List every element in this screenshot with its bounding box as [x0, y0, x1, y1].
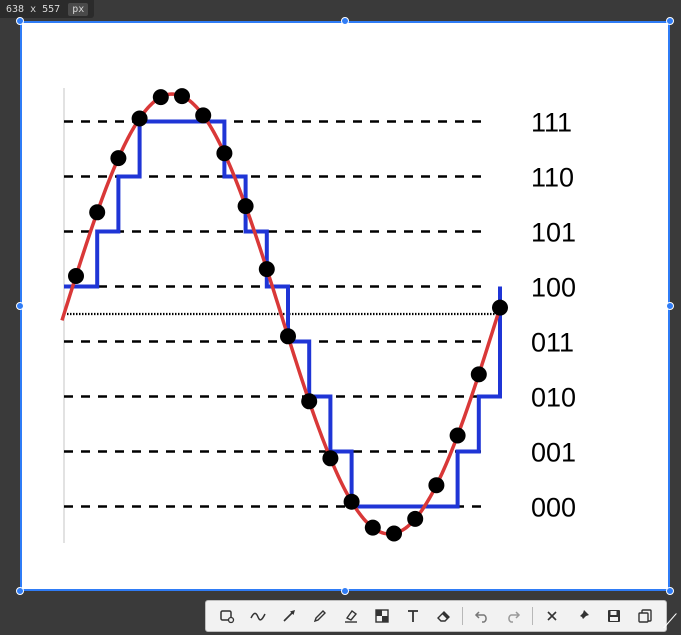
- copy-icon: [637, 609, 652, 623]
- close-icon: [547, 611, 557, 621]
- text-tool-button[interactable]: [401, 604, 425, 628]
- sample-point: [174, 88, 190, 105]
- save-button[interactable]: [602, 604, 626, 628]
- sample-point: [407, 510, 424, 527]
- capture-dimensions: 638 x 557: [6, 3, 61, 15]
- sample-point: [110, 150, 127, 167]
- handle-top-left[interactable]: [16, 17, 24, 25]
- sample-point: [237, 198, 254, 215]
- level-label-100: 100: [531, 273, 576, 303]
- quantized-signal-line: [64, 119, 502, 509]
- capture-size-badge: 638 x 557 px: [0, 0, 95, 18]
- undo-icon: [475, 611, 488, 623]
- sample-point: [364, 519, 381, 536]
- sample-point: [131, 110, 148, 127]
- handle-top-right[interactable]: [666, 17, 674, 25]
- level-label-000: 000: [531, 493, 576, 523]
- mosaic-tool-icon: [375, 609, 389, 623]
- sample-point: [195, 107, 212, 124]
- level-label-011: 011: [531, 328, 574, 358]
- handle-bottom-middle[interactable]: [341, 587, 349, 595]
- handle-middle-right[interactable]: [666, 302, 674, 310]
- toolbar-separator: [532, 607, 534, 625]
- marker-tool-icon: [344, 610, 357, 623]
- save-icon: [607, 610, 620, 622]
- close-button[interactable]: [540, 604, 564, 628]
- sample-point: [280, 328, 296, 345]
- rectangle-tool-icon: [220, 610, 235, 624]
- handle-bottom-left[interactable]: [16, 587, 24, 595]
- sample-point: [492, 299, 508, 316]
- toolbar-separator: [462, 607, 464, 625]
- sample-point: [428, 477, 445, 494]
- redo-button[interactable]: [501, 604, 525, 628]
- capture-selection[interactable]: 111 110 101 100 011 010 001 000: [20, 21, 670, 591]
- pin-button[interactable]: [571, 604, 595, 628]
- level-label-010: 010: [531, 383, 576, 413]
- sample-point: [258, 261, 275, 278]
- eraser-tool-button[interactable]: [432, 604, 456, 628]
- copy-button[interactable]: [633, 604, 657, 628]
- sample-point: [449, 427, 466, 444]
- cursor-icon: ⟋: [663, 609, 677, 633]
- handle-top-middle[interactable]: [341, 17, 349, 25]
- text-tool-icon: [407, 610, 418, 622]
- annotation-toolbar: [205, 600, 667, 632]
- sample-point: [322, 450, 339, 467]
- mosaic-tool-button[interactable]: [370, 604, 394, 628]
- quantization-chart: 111 110 101 100 011 010 001 000: [60, 88, 576, 543]
- capture-unit: px: [68, 2, 89, 16]
- marker-tool-button[interactable]: [339, 604, 363, 628]
- arrow-tool-icon: [283, 610, 296, 622]
- pin-icon: [577, 610, 589, 621]
- level-label-001: 001: [531, 438, 576, 468]
- pen-tool-button[interactable]: [308, 604, 332, 628]
- handle-bottom-right[interactable]: [666, 587, 674, 595]
- sample-point: [152, 89, 169, 106]
- level-label-111: 111: [531, 108, 572, 138]
- sample-point: [68, 268, 84, 284]
- sample-point: [89, 204, 106, 221]
- sample-point: [216, 145, 233, 162]
- sample-point: [386, 525, 402, 542]
- sample-point: [301, 393, 318, 410]
- freehand-line-button[interactable]: [246, 604, 270, 628]
- freehand-line-icon: [250, 612, 266, 621]
- handle-middle-left[interactable]: [16, 302, 24, 310]
- sample-point: [343, 493, 360, 510]
- rectangle-tool-button[interactable]: [215, 604, 239, 628]
- redo-icon: [508, 611, 521, 623]
- level-label-101: 101: [531, 218, 576, 248]
- sample-point: [470, 366, 487, 383]
- eraser-tool-icon: [436, 611, 450, 622]
- arrow-tool-button[interactable]: [277, 604, 301, 628]
- level-label-110: 110: [531, 163, 574, 193]
- undo-button[interactable]: [470, 604, 494, 628]
- pen-tool-icon: [313, 610, 327, 623]
